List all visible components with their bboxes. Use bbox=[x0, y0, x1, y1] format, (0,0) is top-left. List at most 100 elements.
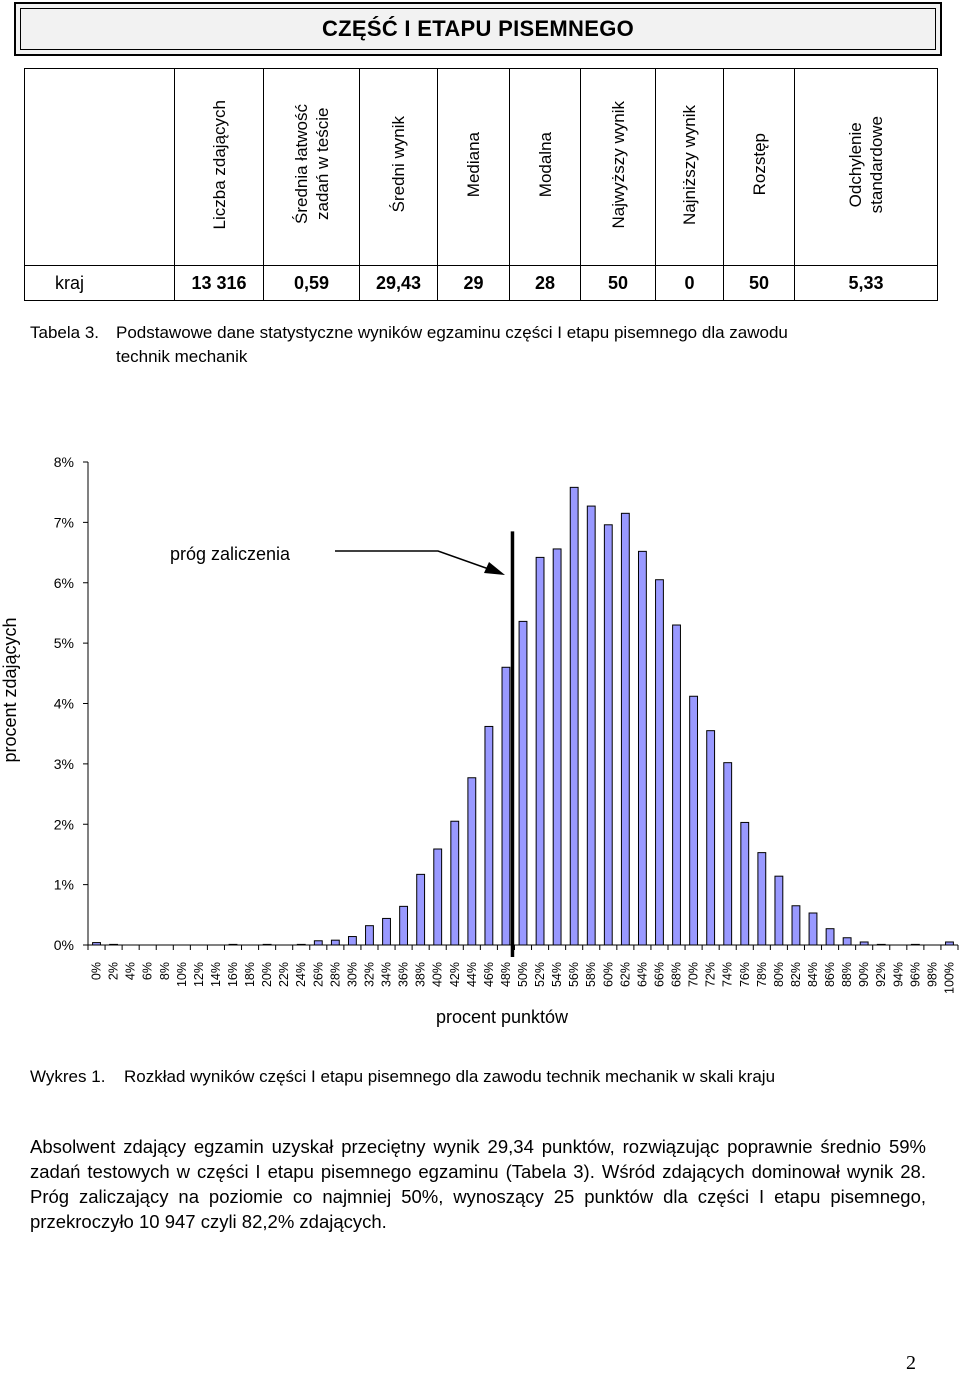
table-caption: Tabela 3. Podstawowe dane statystyczne wy… bbox=[30, 321, 910, 369]
x-tick-label: 96% bbox=[908, 962, 922, 987]
x-tick-label: 0% bbox=[90, 962, 104, 980]
value-cell: 0 bbox=[655, 265, 724, 301]
header-cell: Mediana bbox=[437, 68, 510, 266]
bar-0% bbox=[92, 942, 101, 946]
bar-64% bbox=[637, 550, 647, 946]
body-paragraph: Absolwent zdający egzamin uzyskał przeci… bbox=[30, 1135, 926, 1232]
figure-caption: Wykres 1. Rozkład wyników części I etapu … bbox=[30, 1067, 775, 1087]
x-tick-label: 10% bbox=[175, 962, 189, 987]
bar-16% bbox=[228, 943, 238, 946]
header-cell: Liczba zdających bbox=[174, 68, 264, 266]
x-tick-label: 42% bbox=[448, 962, 462, 987]
x-tick-label: 2% bbox=[107, 962, 121, 980]
threshold-annotation: próg zaliczenia bbox=[170, 544, 291, 564]
header-cell: Najwyższy wynik bbox=[580, 68, 656, 266]
y-tick-label: 2% bbox=[54, 816, 74, 832]
bar-34% bbox=[382, 917, 391, 946]
x-tick-label: 84% bbox=[806, 962, 820, 987]
bar-68% bbox=[672, 624, 681, 946]
x-tick-label: 14% bbox=[209, 962, 223, 987]
x-tick-label: 20% bbox=[260, 962, 274, 987]
bar-52% bbox=[535, 556, 545, 946]
annotation-arrowhead bbox=[484, 562, 505, 575]
x-tick-label: 100% bbox=[942, 962, 956, 994]
bar-72% bbox=[706, 730, 716, 946]
bar-2% bbox=[109, 943, 119, 946]
table-caption-line1: Podstawowe dane statystyczne wyników egz… bbox=[116, 323, 788, 342]
bar-62% bbox=[620, 512, 630, 946]
x-tick-label: 68% bbox=[670, 962, 684, 987]
x-tick-label: 8% bbox=[158, 962, 172, 980]
value-cell: 0,59 bbox=[263, 265, 360, 301]
bar-78% bbox=[757, 852, 767, 946]
x-tick-label: 66% bbox=[652, 962, 666, 987]
bar-30% bbox=[347, 936, 357, 946]
table-caption-line2: technik mechanik bbox=[116, 347, 248, 366]
stats-table: Liczba zdających Średnia łatwość zadań w … bbox=[24, 68, 938, 301]
x-tick-label: 32% bbox=[362, 962, 376, 987]
y-tick-label: 3% bbox=[54, 756, 74, 772]
x-axis-label: procent punktów bbox=[436, 1007, 569, 1027]
section-header: CZĘŚĆ I ETAPU PISEMNEGO bbox=[14, 2, 942, 56]
x-tick-label: 12% bbox=[192, 962, 206, 987]
bar-20% bbox=[262, 943, 272, 946]
header-cell: Średnia łatwość zadań w teście bbox=[263, 68, 360, 266]
bar-48% bbox=[501, 666, 511, 946]
x-tick-label: 40% bbox=[431, 962, 445, 987]
value-cell: 29,43 bbox=[359, 265, 438, 301]
x-tick-label: 80% bbox=[772, 962, 786, 987]
value-cell: 29 bbox=[437, 265, 510, 301]
x-tick-label: 18% bbox=[243, 962, 257, 987]
y-axis-label: procent zdających bbox=[0, 617, 20, 762]
figure-caption-text: Rozkład wyników części I etapu pisemnego… bbox=[124, 1067, 776, 1086]
bar-36% bbox=[399, 905, 409, 946]
y-tick-label: 7% bbox=[54, 514, 74, 530]
x-tick-label: 50% bbox=[516, 962, 530, 987]
x-tick-label: 86% bbox=[823, 962, 837, 987]
bar-90% bbox=[859, 941, 869, 946]
value-cell: 50 bbox=[580, 265, 656, 301]
x-tick-label: 44% bbox=[465, 962, 479, 987]
y-tick-label: 1% bbox=[54, 877, 74, 893]
histogram-chart: 0%1%2%3%4%5%6%7%8%0% 2% 4% 6% 8% 10% 12% 14% 16%… bbox=[0, 454, 959, 1027]
bar-56% bbox=[569, 486, 579, 946]
x-tick-label: 92% bbox=[874, 962, 888, 987]
bar-84% bbox=[808, 912, 818, 946]
bar-92% bbox=[876, 943, 886, 946]
bar-28% bbox=[330, 939, 340, 946]
bar-26% bbox=[313, 940, 323, 946]
row-label-kraj: kraj bbox=[24, 265, 175, 301]
bar-66% bbox=[655, 579, 664, 946]
header-cell: Odchylenie standardowe bbox=[794, 68, 938, 266]
y-tick-label: 5% bbox=[54, 635, 74, 651]
x-tick-label: 36% bbox=[397, 962, 411, 987]
value-cell: 5,33 bbox=[794, 265, 938, 301]
bar-32% bbox=[365, 925, 374, 946]
x-tick-label: 98% bbox=[925, 962, 939, 987]
bar-40% bbox=[433, 848, 443, 946]
stats-header-row: Liczba zdających Średnia łatwość zadań w … bbox=[24, 68, 938, 266]
x-tick-label: 4% bbox=[124, 962, 138, 980]
x-tick-label: 6% bbox=[141, 962, 155, 980]
bar-60% bbox=[603, 524, 613, 946]
bar-82% bbox=[791, 905, 801, 946]
header-cell: Rozstęp bbox=[723, 68, 795, 266]
x-tick-label: 48% bbox=[499, 962, 513, 987]
x-tick-label: 56% bbox=[567, 962, 581, 987]
x-tick-label: 62% bbox=[618, 962, 632, 987]
x-tick-label: 30% bbox=[345, 962, 359, 987]
x-tick-label: 70% bbox=[687, 962, 701, 987]
y-tick-label: 4% bbox=[54, 696, 74, 712]
bar-38% bbox=[416, 873, 426, 946]
y-tick-label: 6% bbox=[54, 575, 74, 591]
x-tick-label: 24% bbox=[294, 962, 308, 987]
x-tick-label: 28% bbox=[328, 962, 342, 987]
bar-54% bbox=[552, 548, 562, 946]
bar-44% bbox=[467, 777, 477, 946]
x-tick-label: 26% bbox=[311, 962, 325, 987]
bar-42% bbox=[450, 820, 460, 946]
value-cell: 13 316 bbox=[174, 265, 264, 301]
bar-58% bbox=[586, 505, 596, 946]
y-tick-label: 0% bbox=[54, 937, 74, 953]
annotation-arrow bbox=[335, 550, 501, 574]
